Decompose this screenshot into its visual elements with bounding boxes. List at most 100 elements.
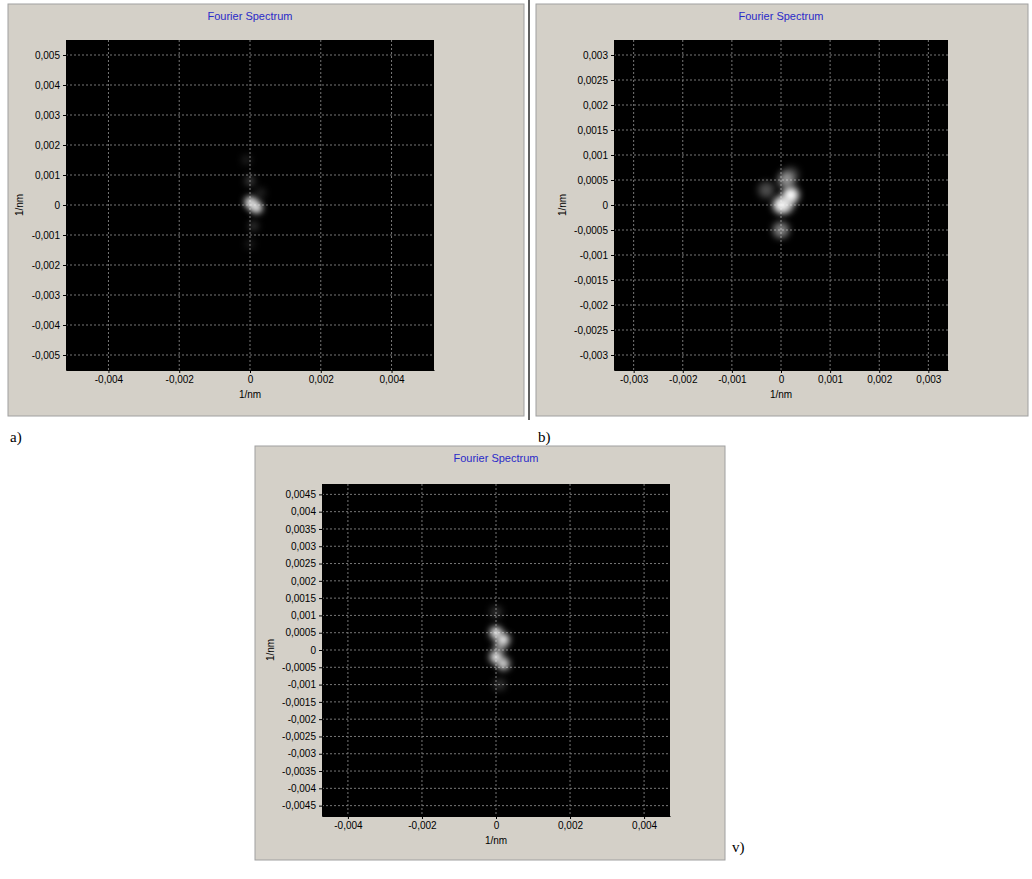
grid-line: [322, 528, 670, 529]
tick-label: 0: [54, 200, 60, 211]
tick: -0,0025: [574, 325, 614, 336]
marks: [490, 606, 509, 691]
tick-label: 0,003: [583, 50, 608, 61]
tick-mark: [611, 305, 614, 306]
tick: -0,002: [166, 370, 195, 385]
spectrum-spot: [256, 188, 266, 198]
tick-mark: [611, 130, 614, 131]
tick-label: -0,0035: [282, 766, 316, 777]
tick-label: 0: [494, 820, 500, 831]
tick-label: 0,003: [35, 110, 60, 121]
tick: 0,001: [291, 610, 322, 621]
grid-line: [322, 701, 670, 702]
tick-label: 0,001: [35, 170, 60, 181]
tick: -0,003: [580, 350, 614, 361]
tick-label: -0,0005: [282, 662, 316, 673]
tick-mark: [319, 598, 322, 599]
tick: 0,004: [632, 816, 657, 831]
tick: 0,004: [35, 80, 66, 91]
tick: 0,001: [818, 370, 843, 385]
plot-area: [66, 40, 434, 370]
tick: 0,002: [35, 140, 66, 151]
tick-label: 0,002: [867, 374, 892, 385]
tick: -0,002: [408, 816, 437, 831]
tick-label: 0,002: [558, 820, 583, 831]
tick: 0,002: [309, 370, 334, 385]
tick: 0,0025: [285, 558, 322, 569]
tick: -0,0005: [574, 225, 614, 236]
x-axis-title: 1/nm: [770, 389, 792, 400]
tick-label: 0,0025: [577, 75, 608, 86]
tick: -0,001: [288, 679, 322, 690]
tick-mark: [348, 816, 349, 819]
tick-mark: [319, 650, 322, 651]
panel-label: a): [10, 429, 22, 446]
tick-label: -0,003: [32, 290, 61, 301]
window: [536, 4, 1028, 416]
tick: 0,002: [867, 370, 892, 385]
tick-mark: [611, 55, 614, 56]
tick-mark: [321, 370, 322, 373]
tick: 0,0015: [577, 125, 614, 136]
tick-label: 0,0005: [577, 175, 608, 186]
grid-line: [614, 255, 948, 256]
tick-label: -0,003: [620, 374, 649, 385]
grid-line: [614, 130, 948, 131]
grid-line: [66, 55, 434, 56]
tick-mark: [319, 736, 322, 737]
axis-line: [322, 485, 323, 817]
grid-line: [614, 155, 948, 156]
tick: -0,003: [32, 290, 66, 301]
grid-line: [322, 736, 670, 737]
grid-line: [322, 511, 670, 512]
tick-mark: [611, 280, 614, 281]
spectrum-spot: [249, 200, 259, 210]
tick-mark: [422, 816, 423, 819]
tick: 0: [54, 200, 66, 211]
tick-mark: [319, 806, 322, 807]
grid-line: [322, 753, 670, 754]
tick: 0,0035: [285, 524, 322, 535]
tick-label: 0,001: [818, 374, 843, 385]
tick: -0,003: [288, 748, 322, 759]
grid-line: [66, 115, 434, 116]
tick-mark: [611, 105, 614, 106]
tick-label: 0,003: [916, 374, 941, 385]
spectrum-spot: [245, 176, 255, 186]
tick: 0,0005: [577, 175, 614, 186]
tick-label: -0,002: [580, 300, 609, 311]
plot-area: [614, 40, 948, 370]
tick-mark: [319, 667, 322, 668]
tick: -0,0015: [574, 275, 614, 286]
grid-line: [66, 175, 434, 176]
figure: -0,004-0,00200,0020,004-0,005-0,004-0,00…: [0, 0, 1032, 879]
tick-mark: [63, 205, 66, 206]
tick-label: -0,0005: [574, 225, 608, 236]
tick-label: -0,0015: [282, 697, 316, 708]
tick-label: 0,001: [583, 150, 608, 161]
panel: -0,004-0,00200,0020,004-0,005-0,004-0,00…: [8, 4, 524, 416]
tick-label: 0,0015: [285, 593, 316, 604]
tick: -0,0045: [282, 800, 322, 811]
tick-label: 0,004: [632, 820, 657, 831]
tick-mark: [611, 330, 614, 331]
tick: -0,004: [95, 370, 124, 385]
tick-label: 0,002: [291, 576, 316, 587]
tick-label: -0,002: [408, 820, 437, 831]
title: Fourier Spectrum: [454, 452, 539, 464]
grid-line: [322, 771, 670, 772]
tick-mark: [319, 771, 322, 772]
grid-line: [614, 330, 948, 331]
tick: 0,004: [380, 370, 405, 385]
tick-mark: [319, 512, 322, 513]
grid-line: [322, 719, 670, 720]
axis-line: [614, 41, 615, 371]
spectrum-spot: [494, 679, 506, 691]
tick-label: -0,002: [669, 374, 698, 385]
tick: -0,002: [288, 714, 322, 725]
tick: -0,004: [334, 816, 363, 831]
tick-label: 0,0005: [285, 627, 316, 638]
tick: -0,001: [580, 250, 614, 261]
tick-mark: [63, 115, 66, 116]
tick: 0: [779, 370, 785, 385]
